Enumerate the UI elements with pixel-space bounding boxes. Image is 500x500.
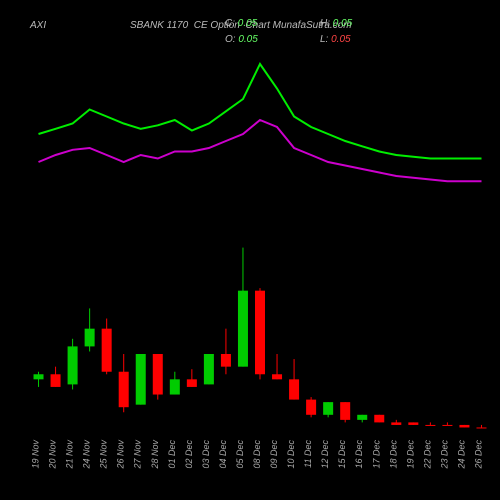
x-axis-label: 12 Dec xyxy=(320,440,330,469)
candle-body xyxy=(374,415,384,423)
candle-body xyxy=(425,425,435,426)
x-axis-label: 05 Dec xyxy=(235,440,245,469)
chart-container: { "header": { "left_text": "AXI", "title… xyxy=(0,0,500,500)
candle-body xyxy=(340,402,350,420)
candle-body xyxy=(102,329,112,372)
x-axis-label: 03 Dec xyxy=(201,440,211,469)
candle-body xyxy=(323,402,333,415)
x-axis-label: 17 Dec xyxy=(371,440,381,469)
candle-body xyxy=(119,372,129,407)
candle-body xyxy=(68,346,78,384)
x-axis-label: 01 Dec xyxy=(167,440,177,469)
x-axis-label: 26 Dec xyxy=(473,440,483,470)
candle-body xyxy=(408,422,418,425)
x-axis-label: 10 Dec xyxy=(286,440,296,469)
x-axis-labels: 19 Nov 20 Nov 21 Nov 24 Nov 25 Nov 26 Nov 27 N… xyxy=(31,440,484,470)
x-axis-label: 25 Nov xyxy=(99,440,109,470)
candle-body xyxy=(153,354,163,395)
x-axis-label: 09 Dec xyxy=(269,440,279,469)
x-axis-label: 18 Dec xyxy=(388,440,398,469)
candle-body xyxy=(459,425,469,428)
candle-body xyxy=(187,379,197,387)
candle-body xyxy=(170,379,180,394)
candle-body xyxy=(476,427,486,428)
candlesticks xyxy=(34,248,487,429)
x-axis-label: 23 Dec xyxy=(439,440,449,470)
candle-body xyxy=(238,291,248,367)
x-axis-label: 02 Dec xyxy=(184,440,194,469)
x-axis-label: 24 Dec xyxy=(456,440,466,470)
candle-body xyxy=(136,354,146,405)
chart-svg: 19 Nov 20 Nov 21 Nov 24 Nov 25 Nov 26 Nov 27 N… xyxy=(0,0,500,500)
x-axis-label: 26 Nov xyxy=(116,440,126,470)
x-axis-label: 08 Dec xyxy=(252,440,262,469)
candle-body xyxy=(51,374,61,387)
indicator-line xyxy=(39,120,482,181)
x-axis-label: 21 Nov xyxy=(65,440,75,470)
x-axis-label: 24 Nov xyxy=(82,440,92,470)
candle-body xyxy=(442,425,452,426)
x-axis-label: 15 Dec xyxy=(337,440,347,469)
candle-body xyxy=(289,379,299,399)
candle-body xyxy=(306,400,316,415)
x-axis-label: 27 Nov xyxy=(133,440,143,470)
indicator-lines xyxy=(39,64,482,181)
candle-body xyxy=(221,354,231,367)
x-axis-label: 19 Dec xyxy=(405,440,415,469)
x-axis-label: 04 Dec xyxy=(218,440,228,469)
candle-body xyxy=(204,354,214,384)
x-axis-label: 16 Dec xyxy=(354,440,364,469)
x-axis-label: 28 Nov xyxy=(150,440,160,470)
candle-body xyxy=(391,422,401,425)
x-axis-label: 22 Dec xyxy=(422,440,432,470)
x-axis-label: 20 Nov xyxy=(48,440,58,470)
candle-body xyxy=(34,374,44,379)
x-axis-label: 11 Dec xyxy=(303,440,313,468)
candle-body xyxy=(255,291,265,375)
candle-body xyxy=(272,374,282,379)
indicator-line xyxy=(39,64,482,159)
x-axis-label: 19 Nov xyxy=(31,440,41,469)
candle-body xyxy=(85,329,95,347)
candle-body xyxy=(357,415,367,420)
